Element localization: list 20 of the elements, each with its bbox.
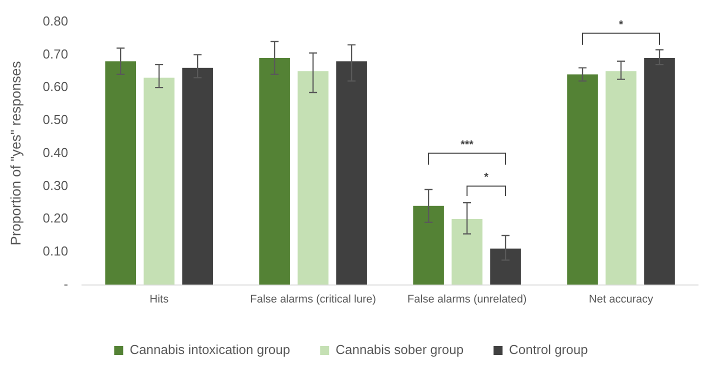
- y-tick-label: 0.40: [42, 144, 68, 160]
- y-tick-label: 0.80: [42, 13, 68, 28]
- x-tick-label: Hits: [150, 293, 170, 306]
- annotation: *: [618, 18, 624, 31]
- x-tick-label: False alarms (unrelated): [407, 293, 527, 306]
- x-tick-label: False alarms (critical lure): [250, 293, 376, 306]
- y-tick-label: 0.30: [42, 178, 68, 193]
- y-tick-label: 0.50: [42, 112, 68, 128]
- legend-label: Control group: [509, 342, 588, 358]
- annotation: *: [484, 172, 490, 184]
- y-tick-label: 0.70: [42, 46, 68, 62]
- y-axis-title: Proportion of "yes" responses: [7, 61, 24, 246]
- legend-label: Cannabis intoxication group: [130, 342, 290, 358]
- y-tick-label: -: [64, 276, 68, 292]
- y-tick-label: 0.60: [42, 79, 68, 94]
- legend-label: Cannabis sober group: [336, 342, 464, 358]
- annotation: ***: [460, 138, 474, 151]
- x-tick-label: Net accuracy: [588, 293, 654, 306]
- y-tick-label: 0.20: [42, 210, 68, 226]
- y-tick-label: 0.10: [42, 244, 68, 259]
